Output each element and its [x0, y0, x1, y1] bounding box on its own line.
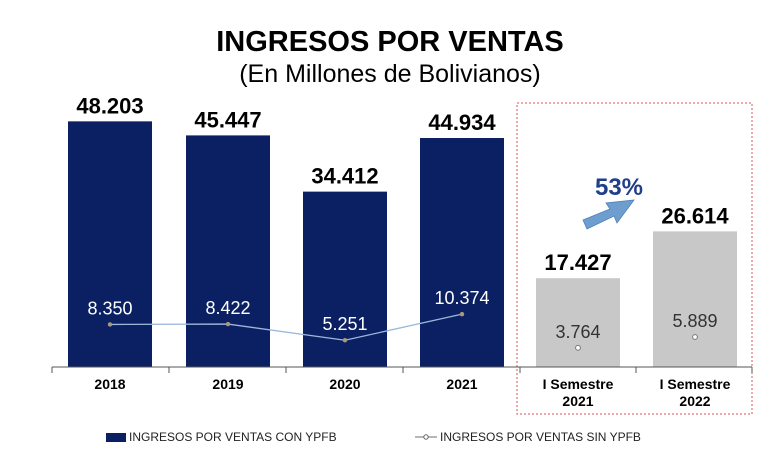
x-tick-label: 2018: [94, 376, 125, 392]
legend-label-sin-ypfb: INGRESOS POR VENTAS SIN YPFB: [440, 430, 641, 444]
line-value-label: 8.422: [205, 298, 250, 318]
bar-value-label: 34.412: [311, 164, 378, 189]
line-value-label: 5.251: [322, 314, 367, 334]
line-point: [342, 338, 348, 343]
bar-value-label: 44.934: [428, 110, 496, 135]
line-value-label: 10.374: [434, 288, 489, 308]
bar-value-label: 45.447: [194, 107, 261, 132]
legend-line-icon: [415, 434, 437, 440]
bar-value-label: 26.614: [661, 203, 729, 228]
bar-value-label: 48.203: [76, 93, 143, 118]
line-value-label: 3.764: [555, 322, 600, 342]
growth-arrow-icon: [582, 199, 635, 230]
bar-4: [420, 138, 504, 367]
legend-swatch-bar: [106, 432, 126, 442]
bar-3: [303, 191, 387, 367]
semester-highlight-box: [516, 102, 753, 415]
x-tick-label: 2021: [562, 393, 593, 409]
line-point: [575, 344, 581, 351]
bar-2: [186, 135, 270, 367]
chart-subtitle: (En Millones de Bolivianos): [239, 60, 541, 88]
chart-title: INGRESOS POR VENTAS: [216, 26, 564, 58]
legend-item-con-ypfb: INGRESOS POR VENTAS CON YPFB: [106, 430, 337, 444]
growth-percentage-label: 53%: [595, 174, 643, 201]
legend-item-sin-ypfb: INGRESOS POR VENTAS SIN YPFB: [415, 430, 641, 444]
line-point: [225, 321, 231, 327]
chart-legend: INGRESOS POR VENTAS CON YPFB INGRESOS PO…: [0, 428, 780, 448]
bar-value-label: 17.427: [544, 250, 611, 275]
bar-6: [653, 231, 737, 367]
line-point: [107, 322, 113, 327]
x-tick-label: 2021: [446, 376, 477, 392]
line-point: [459, 311, 465, 317]
line-value-label: 5.889: [672, 311, 717, 331]
x-tick-label: I Semestre: [660, 376, 731, 392]
legend-label-con-ypfb: INGRESOS POR VENTAS CON YPFB: [129, 430, 337, 444]
bar-1: [68, 121, 152, 367]
x-tick-label: 2019: [212, 376, 243, 392]
line-series-sin-ypfb: [109, 313, 463, 341]
line-point: [692, 334, 698, 340]
x-tick-label: 2022: [679, 393, 710, 409]
x-tick-label: I Semestre: [543, 376, 614, 392]
bar-5: [536, 278, 620, 367]
x-tick-label: 2020: [329, 376, 360, 392]
line-value-label: 8.350: [87, 298, 132, 318]
